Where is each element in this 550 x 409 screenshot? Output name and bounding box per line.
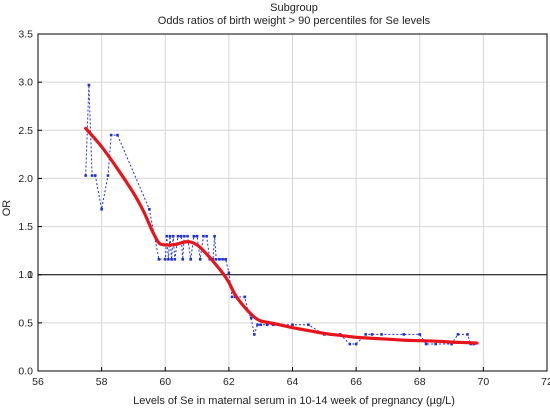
observed-point	[106, 174, 110, 177]
observed-point	[186, 234, 189, 238]
x-tick-label: 62	[223, 376, 235, 388]
observed-point	[189, 258, 192, 261]
observed-point	[181, 258, 185, 261]
observed-point	[165, 234, 169, 238]
observed-point	[256, 323, 259, 327]
observed-point	[348, 342, 352, 346]
series-group	[84, 83, 479, 346]
observed-point	[253, 333, 256, 336]
observed-point	[402, 333, 406, 336]
x-tick-label: 66	[350, 376, 362, 388]
observed-point	[450, 342, 453, 346]
x-tick-label: 72	[541, 376, 550, 388]
observed-point	[227, 271, 231, 275]
observed-point	[424, 342, 428, 346]
observed-point	[243, 295, 247, 299]
smoothed-series-curve	[84, 126, 479, 345]
observed-point	[249, 316, 253, 320]
observed-point	[192, 234, 196, 238]
observed-point	[218, 258, 221, 261]
observed-point	[183, 234, 186, 238]
observed-point	[148, 207, 151, 211]
observed-point	[456, 333, 460, 336]
observed-point	[100, 207, 103, 211]
observed-point	[93, 174, 97, 177]
observed-point	[354, 342, 358, 346]
y-tick-label: 0.5	[18, 317, 33, 329]
observed-point	[434, 342, 437, 346]
y-tick-label: 3.0	[18, 77, 33, 89]
reference-line-label: 1	[27, 269, 33, 281]
observed-point	[173, 258, 177, 261]
chart-title: Subgroup	[270, 2, 318, 14]
x-tick-label: 56	[32, 376, 44, 388]
observed-point	[230, 295, 234, 299]
y-axis-ticks: 0.0 0.5 1.0 1.5 2.0 2.5 3.0 3.5 1	[18, 29, 42, 378]
y-tick-label: 0.0	[18, 366, 33, 378]
observed-point	[265, 323, 269, 327]
observed-point	[202, 234, 205, 238]
x-tick-label: 58	[96, 376, 108, 388]
observed-point	[224, 258, 227, 261]
x-axis-ticks: 56 58 60 62 64 66 68 70 72	[32, 367, 550, 388]
chart-subtitle: Odds ratios of birth weight > 90 percent…	[158, 15, 431, 27]
observed-point	[205, 234, 208, 238]
observed-point	[214, 258, 218, 261]
x-tick-label: 64	[287, 376, 299, 388]
observed-point	[171, 234, 175, 238]
observed-point	[213, 234, 216, 238]
observed-point	[221, 258, 224, 261]
observed-point	[157, 258, 161, 261]
observed-point	[87, 83, 91, 87]
observed-point	[109, 133, 113, 137]
y-tick-label: 1.5	[18, 221, 33, 233]
observed-point	[163, 258, 167, 261]
observed-point	[179, 234, 183, 238]
observed-point	[116, 133, 119, 137]
observed-point	[380, 333, 383, 336]
x-tick-label: 68	[414, 376, 426, 388]
x-axis-label: Levels of Se in maternal serum in 10-14 …	[133, 395, 455, 407]
y-axis-label: OR	[1, 200, 13, 217]
y-tick-label: 2.5	[18, 125, 33, 137]
x-tick-label: 70	[478, 376, 490, 388]
observed-point	[370, 333, 374, 336]
observed-point	[84, 174, 88, 177]
observed-point	[307, 323, 310, 327]
observed-point	[170, 258, 173, 261]
y-tick-label: 2.0	[18, 173, 33, 185]
observed-point	[364, 333, 367, 336]
x-tick-label: 60	[159, 376, 171, 388]
observed-point	[168, 234, 172, 238]
observed-point	[176, 234, 180, 238]
observed-point	[418, 333, 422, 336]
observed-point	[195, 234, 199, 238]
observed-point	[291, 323, 294, 327]
y-tick-label: 1.0	[18, 269, 33, 281]
y-tick-label: 3.5	[18, 29, 33, 41]
observed-point	[167, 258, 170, 261]
observed-point	[466, 333, 469, 336]
observed-point	[198, 258, 202, 261]
observed-point	[90, 174, 94, 177]
observed-point	[259, 323, 262, 327]
